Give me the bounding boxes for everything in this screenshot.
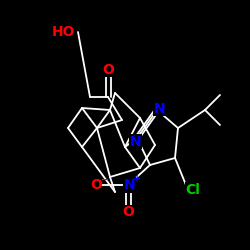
Text: O: O xyxy=(122,206,134,220)
Text: +: + xyxy=(134,174,141,184)
Text: O: O xyxy=(102,62,114,76)
Text: N: N xyxy=(154,102,165,116)
Text: N: N xyxy=(124,178,135,192)
Text: −: − xyxy=(101,174,109,184)
Text: Cl: Cl xyxy=(186,183,200,197)
Text: O: O xyxy=(90,178,102,192)
Text: N: N xyxy=(130,135,141,149)
Text: HO: HO xyxy=(52,25,76,39)
